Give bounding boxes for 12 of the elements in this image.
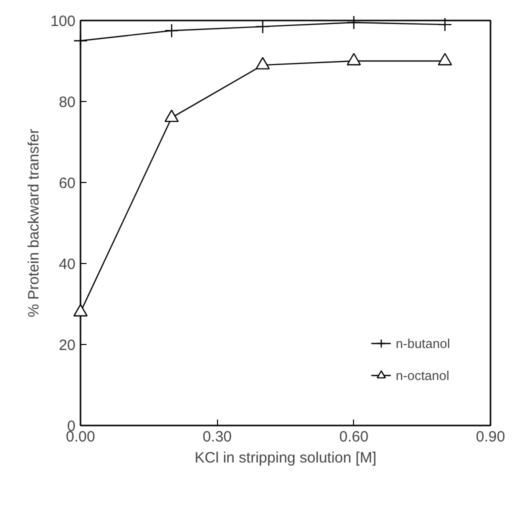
y-tick-label: 60 <box>58 175 76 192</box>
y-tick-label: 80 <box>58 94 76 111</box>
y-tick-label: 20 <box>58 337 76 354</box>
legend-label: n-octanol <box>396 368 450 382</box>
x-tick-label: 0.60 <box>339 428 368 446</box>
y-tick-label: 100 <box>50 13 76 30</box>
x-axis-title: KCl in stripping solution [M] <box>194 450 376 466</box>
y-axis-title: % Protein backward transfer <box>25 128 42 318</box>
y-tick-label: 40 <box>58 256 76 273</box>
legend-label: n-butanol <box>396 336 450 350</box>
x-tick-label: 0.30 <box>202 428 232 446</box>
x-tick-label: 0.90 <box>476 428 506 446</box>
